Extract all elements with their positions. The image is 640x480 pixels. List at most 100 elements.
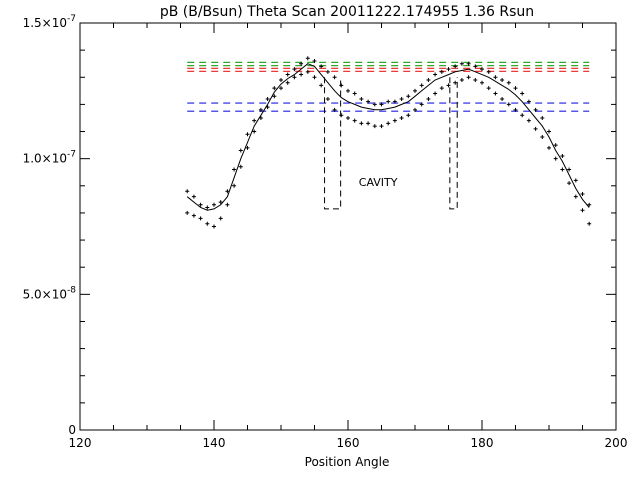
data-point-cross	[553, 156, 558, 161]
data-point-cross	[433, 72, 438, 77]
y-tick-label: 1.5×10-7	[23, 14, 76, 30]
data-point-cross	[547, 145, 551, 150]
data-point-cross	[540, 134, 545, 139]
data-point-cross	[372, 124, 377, 129]
data-point-cross	[212, 224, 216, 229]
data-point-cross	[359, 121, 364, 126]
data-point-cross	[386, 99, 391, 104]
data-point-cross	[279, 77, 283, 82]
cavity-boundaries	[324, 77, 458, 210]
data-point-cross	[185, 210, 190, 215]
data-point-cross	[426, 96, 431, 101]
data-point-cross	[319, 83, 324, 88]
data-point-cross	[366, 99, 371, 104]
data-point-cross	[205, 205, 210, 210]
data-point-cross	[453, 80, 458, 85]
data-point-cross	[272, 86, 277, 91]
data-point-cross	[533, 107, 538, 112]
y-tick-label: 5.0×10-8	[23, 285, 77, 301]
data-point-cross	[279, 86, 283, 91]
data-point-cross	[191, 194, 196, 199]
data-point-cross	[567, 181, 572, 186]
y-tick-label: 0	[68, 423, 76, 437]
data-point-cross	[346, 115, 350, 120]
y-tick-label: 1.0×10-7	[23, 150, 76, 166]
data-point-cross	[459, 61, 464, 66]
data-point-cross	[332, 107, 337, 112]
data-point-cross	[419, 102, 424, 107]
data-point-cross	[486, 69, 491, 74]
data-point-cross	[506, 80, 511, 85]
data-point-cross	[520, 91, 525, 96]
y-axis-ticks: 0 5.0×10-8 1.0×10-7 1.5×10-7	[23, 14, 616, 437]
data-point-cross	[198, 216, 203, 221]
data-point-cross	[533, 126, 538, 131]
data-point-cross	[573, 178, 578, 183]
data-point-cross	[312, 58, 317, 63]
data-point-cross	[225, 189, 230, 194]
data-point-cross	[466, 75, 471, 80]
data-point-cross	[265, 96, 270, 101]
data-point-cross	[212, 202, 216, 207]
x-tick-label: 200	[605, 436, 628, 450]
smoothed-profile-line	[186, 63, 590, 211]
data-point-cross	[238, 164, 243, 169]
data-point-cross	[346, 88, 350, 93]
data-point-cross	[305, 69, 310, 74]
data-point-cross	[500, 96, 505, 101]
data-point-cross	[392, 99, 397, 104]
data-point-cross	[553, 143, 558, 148]
data-point-cross	[379, 102, 384, 107]
data-point-cross	[419, 83, 424, 88]
data-point-cross	[453, 64, 458, 69]
data-point-cross	[252, 118, 257, 123]
chart-title: pB (B/Bsun) Theta Scan 20011222.174955 1…	[160, 4, 534, 20]
data-point-cross	[185, 189, 190, 194]
data-point-cross	[232, 167, 237, 172]
data-point-cross	[305, 56, 310, 61]
data-point-cross	[567, 167, 572, 172]
data-point-cross	[285, 80, 290, 85]
data-point-cross	[325, 69, 330, 74]
data-point-cross	[473, 64, 478, 69]
data-point-cross	[473, 77, 478, 82]
data-point-cross	[272, 94, 277, 99]
x-tick-label: 140	[203, 436, 226, 450]
data-point-cross	[299, 61, 304, 66]
data-point-cross	[406, 94, 411, 99]
data-point-cross	[526, 99, 531, 104]
data-point-cross	[292, 75, 297, 80]
x-axis-label: Position Angle	[305, 455, 390, 469]
data-point-cross	[366, 121, 371, 126]
x-axis-ticks: 120 140 160 180 200	[69, 23, 628, 450]
data-point-cross	[433, 91, 438, 96]
data-point-cross	[339, 113, 344, 118]
x-tick-label: 160	[337, 436, 360, 450]
data-point-cross	[225, 202, 230, 207]
data-point-cross	[520, 113, 525, 118]
data-point-cross	[359, 96, 364, 101]
data-point-cross	[245, 132, 250, 137]
data-point-cross	[513, 107, 518, 112]
data-point-cross	[406, 113, 411, 118]
data-point-cross	[413, 107, 417, 112]
data-point-cross	[506, 102, 511, 107]
data-point-cross	[526, 118, 531, 123]
data-point-cross	[319, 64, 324, 69]
data-point-cross	[399, 115, 404, 120]
data-point-cross	[218, 216, 223, 221]
data-point-cross	[339, 83, 344, 88]
data-point-cross	[238, 148, 243, 153]
data-point-cross	[413, 88, 417, 93]
data-point-cross	[446, 67, 451, 72]
data-point-cross	[439, 86, 444, 91]
data-point-cross	[486, 86, 491, 91]
data-point-cross	[547, 129, 551, 134]
plot-area	[79, 22, 617, 431]
data-point-cross	[560, 167, 565, 172]
data-point-cross	[299, 72, 304, 77]
data-point-cross	[500, 77, 505, 82]
data-point-cross	[513, 86, 518, 91]
data-point-cross	[379, 124, 384, 129]
data-point-cross	[352, 91, 357, 96]
